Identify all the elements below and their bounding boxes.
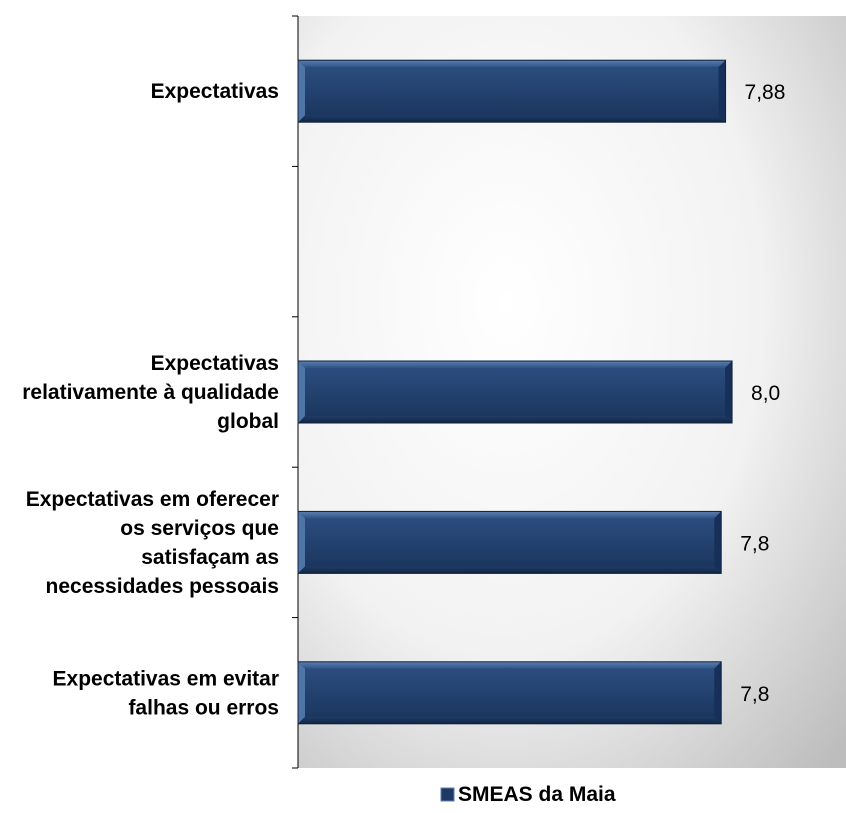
bar-bevel-right — [718, 60, 726, 123]
legend-label: SMEAS da Maia — [458, 783, 616, 806]
bar-face — [305, 668, 715, 717]
bar-bevel-right — [714, 511, 722, 574]
bar-bevel-top — [298, 661, 722, 669]
bar-bevel-left — [298, 60, 305, 123]
bar — [297, 360, 733, 424]
bar-bevel-top — [298, 511, 722, 519]
bar-bevel-bottom — [298, 416, 733, 423]
bar-outline — [297, 59, 727, 123]
bar-face — [305, 518, 715, 567]
bar-face — [305, 67, 719, 116]
bar — [297, 59, 727, 123]
bar-bevel-bottom — [298, 566, 722, 574]
legend: SMEAS da Maia — [440, 783, 616, 806]
bar-bevel-top — [298, 60, 726, 68]
bar-outline — [297, 661, 722, 725]
bar-face — [305, 368, 726, 416]
bar-bevel-left — [298, 361, 305, 423]
category-label: Expectativas relativamente à qualidade glo… — [22, 352, 279, 433]
bar-bevel-right — [725, 361, 733, 423]
bar — [297, 661, 722, 725]
bar-bevel-bottom — [298, 716, 722, 724]
value-label: 8,0 — [751, 382, 780, 405]
value-label: 7,8 — [740, 683, 769, 706]
bar-bevel-bottom — [298, 115, 726, 123]
value-label: 7,88 — [745, 81, 786, 104]
bar-outline — [297, 510, 722, 574]
value-label: 7,8 — [740, 532, 769, 555]
bar-bevel-left — [298, 661, 305, 724]
bar — [297, 510, 722, 574]
bar-bevel-right — [714, 661, 722, 724]
bar-outline — [297, 360, 733, 424]
legend-swatch — [440, 787, 455, 802]
category-label: Expectativas em oferecer os serviços que s… — [26, 488, 279, 598]
bar-bevel-top — [298, 361, 733, 368]
category-label: Expectativas em evitar falhas ou erros — [53, 667, 279, 719]
bar-bevel-left — [298, 511, 305, 574]
category-label: Expectativas — [151, 80, 279, 103]
